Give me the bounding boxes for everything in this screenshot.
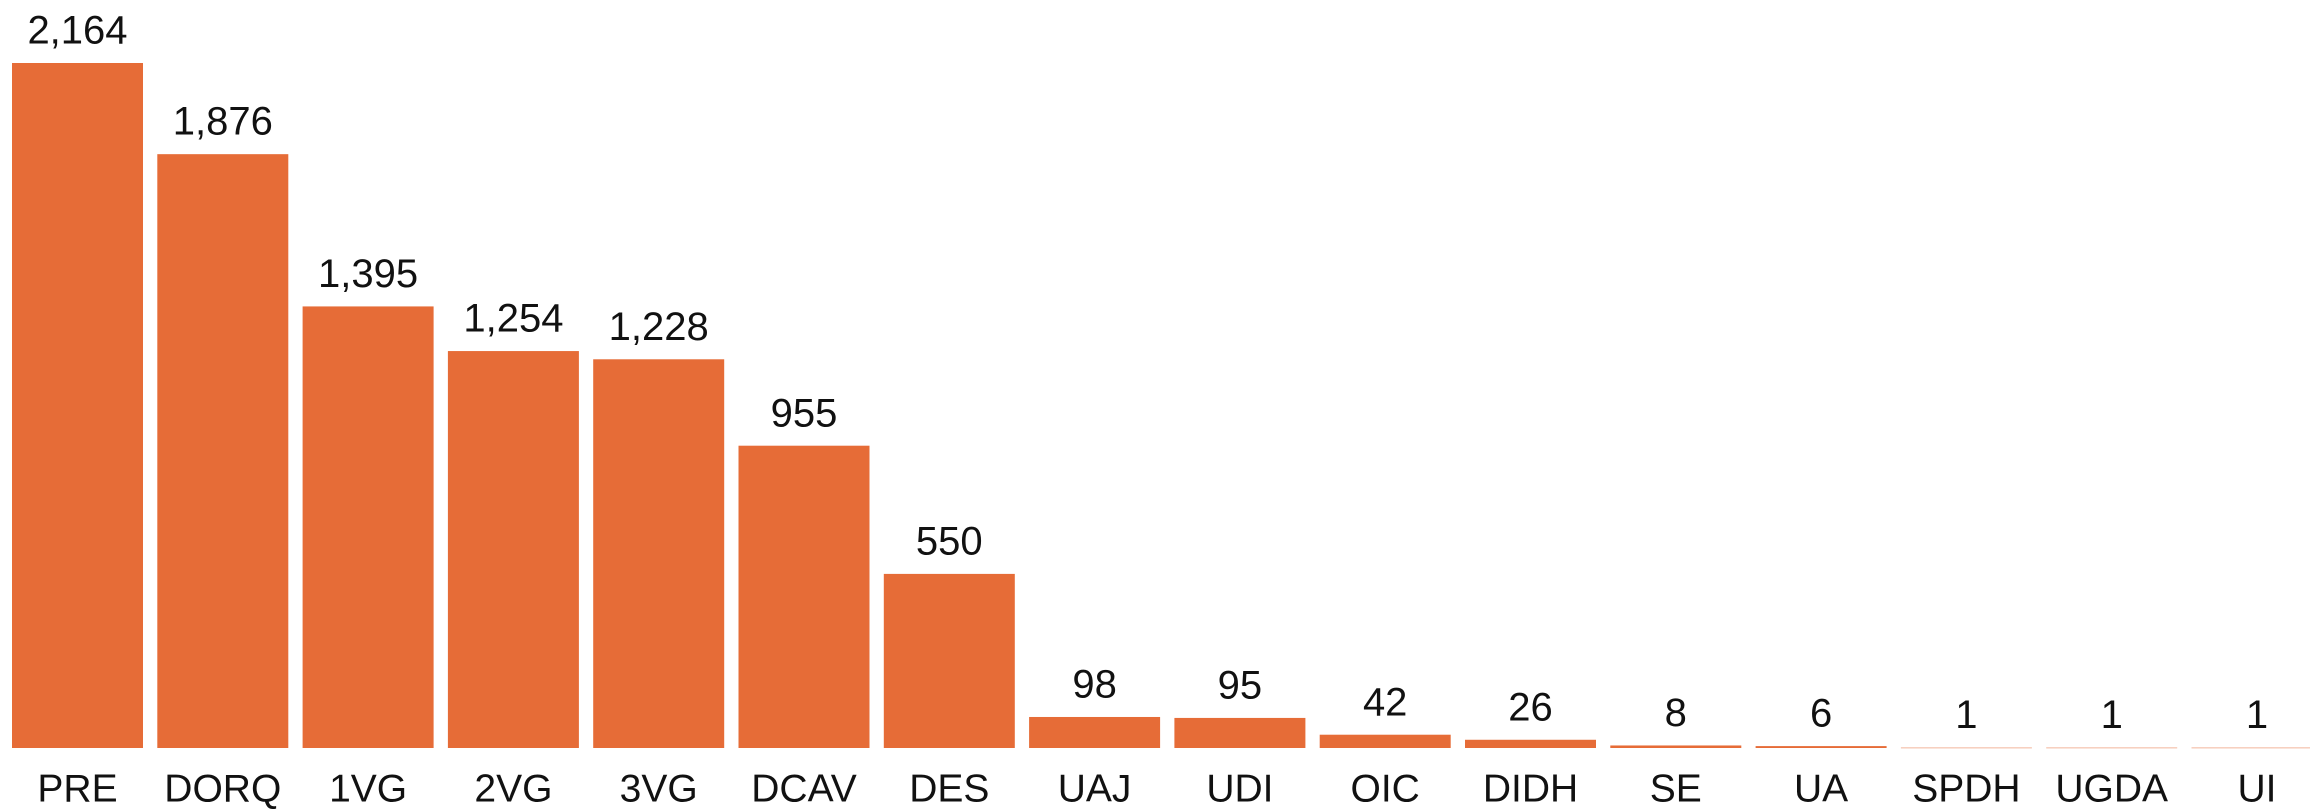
data-label: 1 [2101, 693, 2123, 737]
data-label: 1,228 [609, 305, 709, 349]
data-label: 6 [1810, 692, 1832, 736]
bar [1029, 716, 1161, 748]
data-label: 26 [1508, 685, 1553, 729]
data-label: 550 [916, 519, 983, 563]
bar [1319, 734, 1451, 748]
bar [2046, 747, 2178, 749]
data-label: 98 [1072, 663, 1117, 707]
data-label: 1,876 [173, 100, 273, 144]
x-tick-label: UI [2238, 767, 2277, 810]
data-label: 1 [2246, 693, 2268, 737]
bar [157, 154, 289, 749]
x-tick-label: 1VG [329, 767, 407, 810]
x-tick-label: SE [1650, 767, 1702, 810]
bar [738, 445, 870, 748]
data-label: 1 [1955, 693, 1977, 737]
x-tick-label: DCAV [751, 767, 856, 810]
data-label: 42 [1363, 680, 1408, 724]
x-tick-label: 2VG [474, 767, 552, 810]
x-tick-label: 3VG [620, 767, 698, 810]
bar [1755, 746, 1887, 748]
bar [593, 359, 725, 748]
data-label: 955 [771, 391, 838, 435]
x-tick-label: PRE [37, 767, 117, 810]
x-tick-label: UA [1794, 767, 1848, 810]
data-label: 8 [1665, 691, 1687, 735]
x-tick-label: DORQ [164, 767, 281, 810]
data-label: 1,395 [318, 252, 418, 296]
x-tick-label: OIC [1351, 767, 1420, 810]
bar [1465, 739, 1596, 748]
x-tick-label: DIDH [1483, 767, 1578, 810]
bar [1900, 747, 2032, 749]
bar [447, 351, 579, 748]
bar [12, 63, 143, 748]
x-tick-label: UDI [1206, 767, 1273, 810]
x-tick-label: UAJ [1058, 767, 1132, 810]
bar [302, 306, 434, 748]
data-label: 1,254 [463, 297, 563, 341]
x-tick-label: UGDA [2055, 767, 2168, 810]
data-label: 95 [1218, 663, 1263, 707]
bar [883, 573, 1015, 748]
bar [1610, 745, 1742, 748]
bar [1174, 717, 1306, 748]
bar [2191, 747, 2310, 749]
x-tick-label: SPDH [1912, 767, 2020, 810]
data-label: 2,164 [27, 9, 127, 53]
x-tick-label: DES [909, 767, 989, 810]
